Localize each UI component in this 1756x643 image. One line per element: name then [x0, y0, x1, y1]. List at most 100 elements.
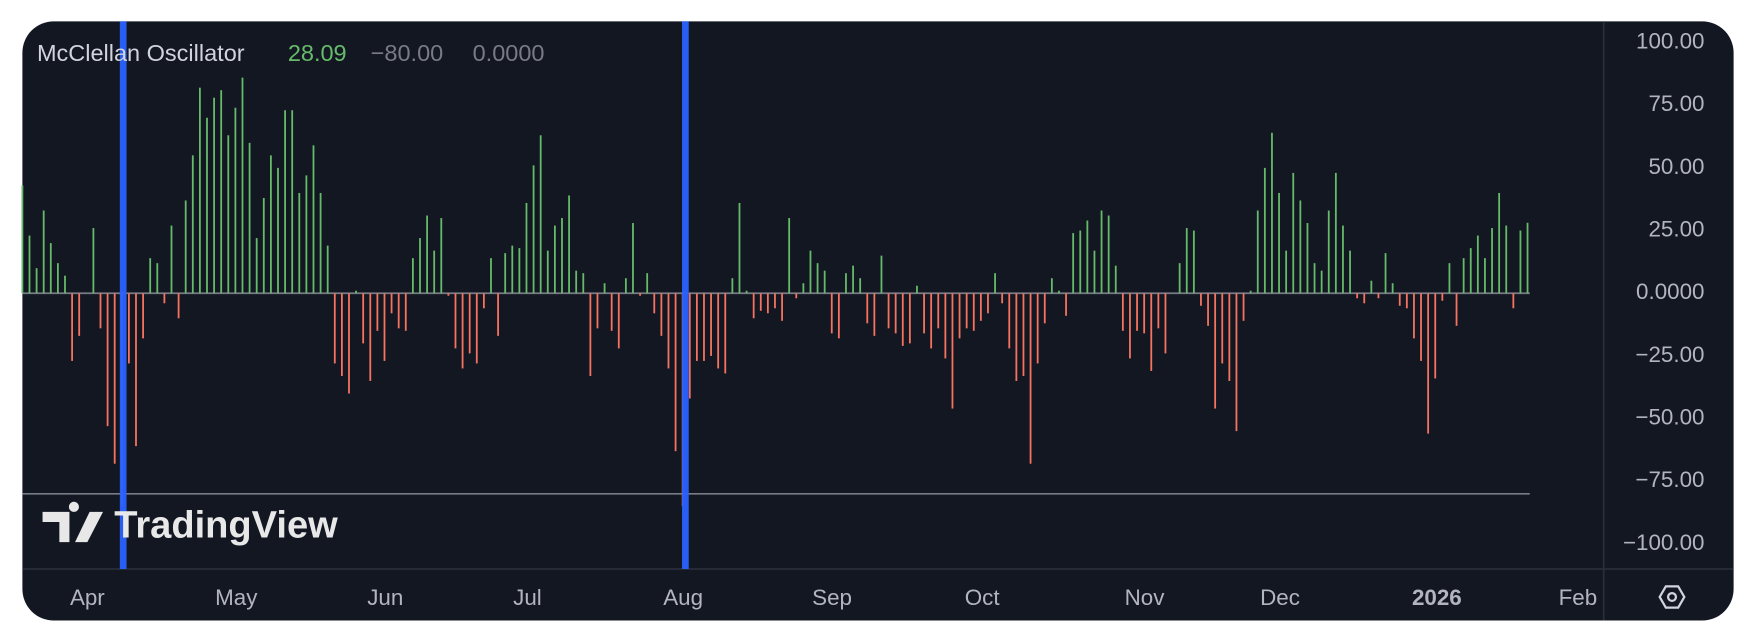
y-tick-label: −25.00 — [1635, 342, 1704, 367]
bar — [1221, 293, 1224, 364]
y-tick-label: −100.00 — [1623, 530, 1705, 555]
bar — [759, 293, 762, 311]
bar — [1427, 293, 1430, 434]
bar — [1015, 293, 1018, 381]
x-tick-label: Aug — [663, 585, 703, 610]
bar — [717, 293, 720, 369]
bar — [333, 293, 336, 364]
bar — [1469, 248, 1472, 294]
bar — [1001, 293, 1004, 304]
bar — [1505, 225, 1508, 294]
bar — [1349, 250, 1351, 294]
bar — [582, 273, 585, 294]
indicator-value: 28.09 — [288, 40, 347, 66]
bar — [1235, 293, 1238, 432]
bar — [1370, 280, 1373, 294]
bar — [1022, 293, 1025, 376]
bar — [575, 270, 578, 294]
bar — [653, 293, 656, 314]
bar — [1271, 132, 1273, 294]
bar — [1200, 293, 1202, 306]
bar — [426, 215, 428, 294]
bar — [163, 293, 166, 304]
bar — [1462, 258, 1465, 294]
bar — [42, 210, 45, 294]
y-tick-label: 75.00 — [1648, 91, 1704, 116]
watermark: TradingView — [42, 501, 338, 547]
bar — [135, 293, 137, 447]
x-tick-label: Dec — [1260, 585, 1300, 610]
bar — [1405, 293, 1408, 309]
bar — [198, 87, 201, 294]
y-tick-label: 50.00 — [1648, 154, 1704, 179]
bar — [603, 283, 606, 294]
bar — [937, 293, 940, 329]
bar — [348, 293, 350, 394]
bar — [1384, 253, 1387, 294]
bar — [660, 293, 663, 336]
bar — [419, 238, 421, 294]
bar — [852, 265, 854, 294]
bar — [766, 293, 769, 314]
bar — [1327, 210, 1330, 294]
bar — [738, 202, 741, 294]
bar — [1036, 293, 1039, 364]
bar — [589, 293, 592, 376]
bar — [447, 293, 450, 296]
bar — [397, 293, 400, 329]
y-tick-label: −75.00 — [1635, 467, 1704, 492]
bar — [745, 290, 748, 294]
bar — [830, 293, 833, 334]
bar — [64, 275, 66, 294]
settings-icon[interactable] — [1658, 585, 1686, 609]
bar — [1043, 293, 1046, 324]
bar — [433, 250, 436, 294]
bar — [972, 293, 975, 331]
level-value: 0.0000 — [473, 40, 545, 66]
plot — [21, 77, 1530, 507]
bar — [1484, 258, 1486, 294]
bar — [632, 223, 634, 294]
bar — [206, 117, 208, 294]
bar — [1242, 293, 1245, 321]
bar — [1285, 250, 1288, 294]
bar — [674, 293, 677, 452]
y-tick-label: 0.0000 — [1636, 279, 1704, 304]
bar — [539, 135, 542, 294]
bar — [1391, 283, 1394, 294]
bar — [774, 293, 776, 309]
bar — [1136, 293, 1138, 331]
bar — [930, 293, 933, 349]
x-tick-label: Feb — [1559, 585, 1598, 610]
y-tick-label: −50.00 — [1635, 405, 1704, 430]
x-tick-label: Apr — [70, 585, 105, 610]
bar — [703, 293, 705, 361]
bar — [1306, 223, 1309, 294]
bar — [71, 293, 73, 361]
bar — [1413, 293, 1415, 339]
panel — [22, 21, 1734, 621]
bar — [866, 293, 869, 324]
bar — [497, 293, 499, 336]
bar — [191, 155, 194, 294]
bar — [362, 293, 365, 344]
bar — [220, 90, 223, 294]
bar — [752, 293, 755, 319]
bar — [1526, 222, 1529, 294]
bar — [1476, 235, 1479, 294]
bar — [262, 197, 265, 294]
bar — [227, 135, 230, 294]
bar — [461, 293, 464, 369]
bar — [1313, 263, 1316, 294]
bar — [1178, 263, 1181, 294]
bar — [1093, 250, 1096, 294]
bar — [1278, 192, 1280, 294]
bar — [1121, 293, 1124, 331]
bar — [525, 202, 528, 294]
bar — [1455, 293, 1458, 326]
bar — [795, 293, 798, 299]
bar — [1143, 293, 1146, 334]
bar — [213, 97, 215, 294]
bar — [1157, 293, 1160, 329]
